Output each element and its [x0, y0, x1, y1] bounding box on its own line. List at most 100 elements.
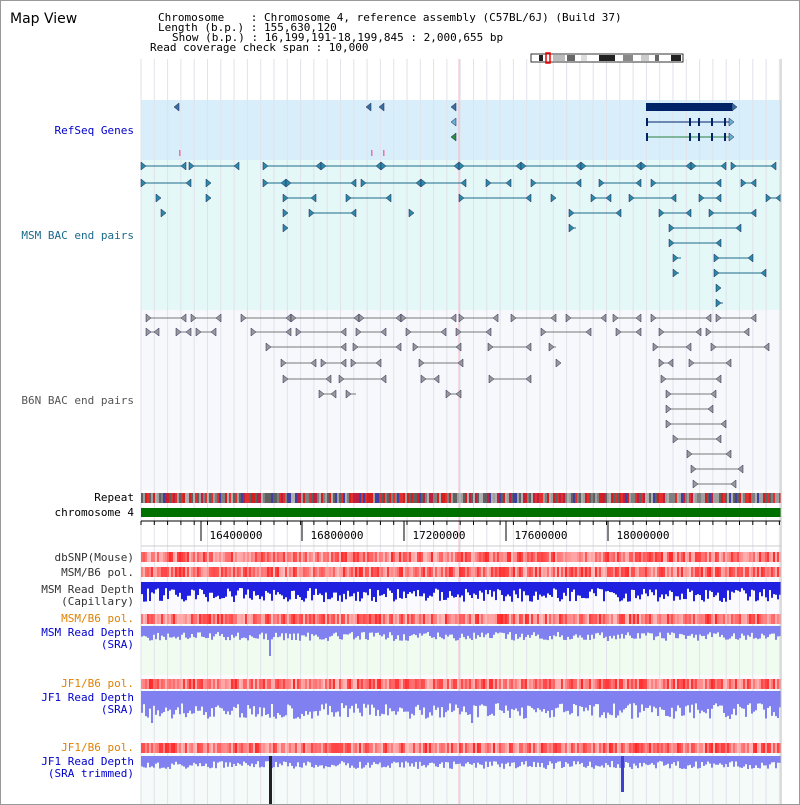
jf1-b6-pol-heat-cell [671, 679, 673, 689]
jf1-b6-pol-heat-cell [369, 679, 371, 689]
msm-depth-capillary-bar [371, 582, 373, 601]
msm-bac-end-marker [282, 208, 289, 218]
jf1-b6-pol-heat-cell [279, 743, 281, 753]
repeat-segment [353, 493, 355, 503]
msm-b6-pol-heat-cell [367, 614, 369, 624]
msm-b6-pol-heat-cell [759, 567, 761, 577]
msm-b6-pol-heat-cell [165, 614, 167, 624]
dbsnp-heat-cell [347, 552, 349, 562]
dbsnp-heat-cell [153, 552, 155, 562]
jf1-depth-sra-bar [677, 691, 679, 706]
track-label-repeat[interactable]: Repeat [94, 491, 134, 504]
jf1-b6-pol-heat-cell [255, 679, 257, 689]
track-label-b6n-bac[interactable]: B6N BAC end pairs [21, 394, 134, 407]
repeat-segment [609, 493, 611, 503]
msm-b6-pol-heat-cell [337, 614, 339, 624]
repeat-segment [779, 493, 781, 503]
msm-b6-pol-heat-cell [749, 567, 751, 577]
repeat-segment [427, 493, 429, 503]
jf1-depth-sra-bar [277, 691, 279, 713]
track-label-msm-b6-pol-2[interactable]: MSM/B6 pol. [61, 612, 134, 625]
track-label-chromosome[interactable]: chromosome 4 [54, 506, 134, 519]
msm-b6-pol-heat-cell [627, 567, 629, 577]
jf1-depth-trim-bar [375, 756, 377, 764]
msm-b6-pol-heat-cell [681, 614, 683, 624]
msm-depth-capillary-bar [277, 582, 279, 593]
jf1-b6-pol-heat-cell [611, 743, 613, 753]
dbsnp-heat-cell [499, 552, 501, 562]
msm-depth-sra-bar [375, 626, 377, 633]
track-label-msm-bac[interactable]: MSM BAC end pairs [21, 229, 134, 242]
jf1-b6-pol-heat-cell [265, 679, 267, 689]
jf1-depth-sra-bar [285, 691, 287, 716]
b6n-bac-end-marker [285, 327, 292, 337]
jf1-depth-sra-bar [337, 691, 339, 712]
msm-bac-end-marker [590, 193, 597, 203]
msm-b6-pol-heat-cell [649, 567, 651, 577]
msm-b6-pol-heat-cell [297, 567, 299, 577]
jf1-depth-sra-bar-spike [471, 691, 473, 723]
track-label-jf1-b6-pol-2[interactable]: JF1/B6 pol. [61, 741, 134, 754]
repeat-segment [261, 493, 263, 503]
jf1-depth-trim-bar [663, 756, 665, 766]
jf1-b6-pol-heat-cell [449, 743, 451, 753]
msm-depth-capillary-bar [489, 582, 491, 590]
dbsnp-heat-cell [319, 552, 321, 562]
jf1-depth-trim-bar [293, 756, 295, 769]
jf1-depth-trim-bar [403, 756, 405, 768]
repeat-segment [591, 493, 593, 503]
msm-b6-pol-heat-cell [301, 614, 303, 624]
msm-depth-sra-bar [403, 626, 405, 635]
repeat-segment [335, 493, 337, 503]
msm-b6-pol-heat-cell [489, 614, 491, 624]
jf1-depth-trim-bar [365, 756, 367, 766]
jf1-depth-trim-bar [219, 756, 221, 762]
jf1-depth-trim-bar [359, 756, 361, 762]
jf1-b6-pol-heat-cell [317, 679, 319, 689]
msm-depth-sra-bar [201, 626, 203, 637]
repeat-segment [531, 493, 533, 503]
repeat-segment [601, 493, 603, 503]
jf1-depth-sra-bar [739, 691, 741, 707]
repeat-segment [771, 493, 773, 503]
jf1-b6-pol-heat-cell [381, 679, 383, 689]
msm-b6-pol-heat-cell [301, 567, 303, 577]
msm-depth-sra-bar [395, 626, 397, 640]
msm-depth-sra-bar [437, 626, 439, 633]
dbsnp-heat-cell [183, 552, 185, 562]
msm-depth-capillary-bar [661, 582, 663, 595]
jf1-b6-pol-heat-cell [237, 679, 239, 689]
track-label-refseq[interactable]: RefSeq Genes [54, 124, 134, 137]
jf1-b6-pol-heat-cell [543, 679, 545, 689]
jf1-b6-pol-heat-cell [237, 743, 239, 753]
dbsnp-heat-cell [627, 552, 629, 562]
msm-b6-pol-heat-cell [561, 567, 563, 577]
dbsnp-heat-cell [335, 552, 337, 562]
jf1-b6-pol-heat-cell [559, 679, 561, 689]
dbsnp-heat-cell [147, 552, 149, 562]
msm-b6-pol-heat-cell [399, 567, 401, 577]
b6n-bac-end-marker [418, 358, 425, 368]
repeat-segment [293, 493, 295, 503]
dbsnp-heat-cell [223, 552, 225, 562]
track-label-jf1-b6-pol-1[interactable]: JF1/B6 pol. [61, 677, 134, 690]
jf1-b6-pol-heat-cell [243, 679, 245, 689]
jf1-b6-pol-heat-cell [417, 743, 419, 753]
msm-depth-sra-bar [345, 626, 347, 635]
jf1-b6-pol-heat-cell [459, 679, 461, 689]
track-label-dbsnp[interactable]: dbSNP(Mouse) [54, 551, 134, 564]
track-label-msm-b6-pol-1[interactable]: MSM/B6 pol. [61, 566, 134, 579]
msm-depth-capillary-bar [393, 582, 395, 602]
repeat-segment [355, 493, 357, 503]
track-label-msm-depth-capillary[interactable]: MSM Read Depth (Capillary) [41, 583, 134, 608]
track-label-msm-depth-sra[interactable]: MSM Read Depth (SRA) [41, 626, 134, 651]
jf1-b6-pol-heat-cell [205, 679, 207, 689]
track-label-jf1-depth-sra[interactable]: JF1 Read Depth (SRA) [41, 691, 134, 716]
repeat-segment [663, 493, 665, 503]
repeat-segment [713, 493, 715, 503]
msm-depth-capillary-bar [655, 582, 657, 590]
jf1-b6-pol-heat-cell [429, 679, 431, 689]
track-label-jf1-depth-trimmed[interactable]: JF1 Read Depth (SRA trimmed) [41, 755, 134, 780]
jf1-b6-pol-heat-cell [291, 743, 293, 753]
